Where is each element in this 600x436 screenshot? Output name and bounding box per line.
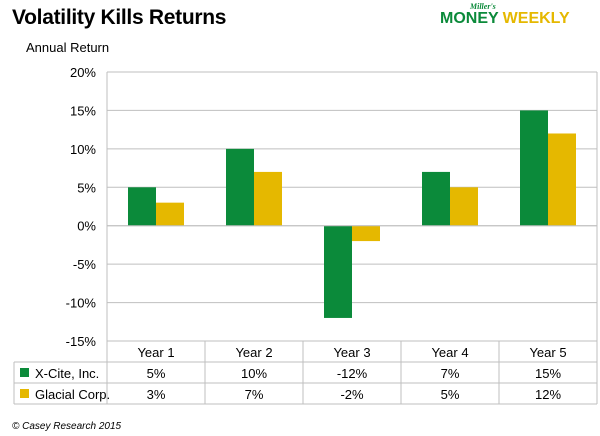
bar-xcite-3	[324, 225, 352, 318]
legend-entry: Glacial Corp.	[35, 387, 110, 402]
legend-swatch-glacial	[20, 389, 29, 398]
y-tick-label: -15%	[66, 334, 97, 349]
legend-swatch-xcite	[20, 368, 29, 377]
money-weekly-logo: Miller's MONEY WEEKLY	[440, 2, 590, 32]
logo-wordmark: MONEY WEEKLY	[440, 10, 570, 28]
data-label: 5%	[441, 387, 460, 402]
bar-glacial-4	[450, 187, 478, 226]
logo-money: MONEY	[440, 10, 499, 27]
y-tick-label: -10%	[66, 296, 97, 311]
data-label: 7%	[441, 366, 460, 381]
bar-glacial-2	[254, 171, 282, 226]
y-tick-label: -5%	[73, 257, 97, 272]
y-tick-label: 0%	[77, 219, 96, 234]
x-tick-label: Year 4	[431, 345, 468, 360]
x-tick-label: Year 5	[529, 345, 566, 360]
bar-xcite-5	[520, 110, 548, 226]
x-tick-label: Year 1	[137, 345, 174, 360]
data-label: 12%	[535, 387, 561, 402]
data-label: 5%	[147, 366, 166, 381]
data-label: -12%	[337, 366, 368, 381]
y-axis-label: Annual Return	[26, 40, 110, 55]
data-label: 15%	[535, 366, 561, 381]
bar-xcite-2	[226, 148, 254, 226]
y-tick-label: 20%	[70, 65, 96, 80]
data-label: 3%	[147, 387, 166, 402]
data-label: 7%	[245, 387, 264, 402]
copyright-footer: © Casey Research 2015	[12, 421, 122, 432]
logo-millers: Miller's	[470, 2, 496, 11]
legend-entry: X-Cite, Inc.	[35, 366, 99, 381]
data-label: -2%	[340, 387, 364, 402]
bar-xcite-1	[128, 187, 156, 226]
x-tick-label: Year 3	[333, 345, 370, 360]
bar-xcite-4	[422, 171, 450, 226]
bar-glacial-5	[548, 133, 576, 226]
y-tick-label: 10%	[70, 142, 96, 157]
chart-title: Volatility Kills Returns	[12, 6, 227, 29]
bar-glacial-1	[156, 202, 184, 226]
data-label: 10%	[241, 366, 267, 381]
logo-weekly: WEEKLY	[502, 10, 570, 27]
bar-glacial-3	[352, 225, 380, 242]
y-tick-label: 5%	[77, 180, 96, 195]
x-tick-label: Year 2	[235, 345, 272, 360]
y-tick-label: 15%	[70, 103, 96, 118]
